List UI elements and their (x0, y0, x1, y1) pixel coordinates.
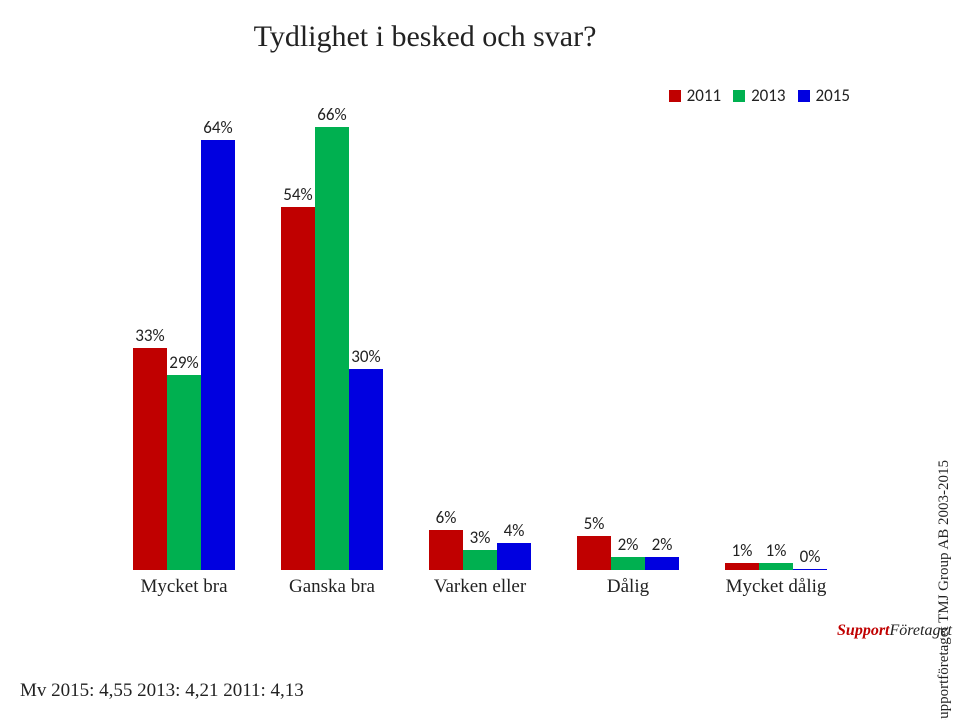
category-label-2: Varken eller (434, 576, 526, 598)
bar-2011-0: 33% (133, 348, 167, 570)
bar-2015-3: 2% (645, 557, 679, 570)
bar-2013-4: 1% (759, 563, 793, 570)
copyright-text: Copyright © Supportföretaget TMJ Group A… (936, 460, 953, 720)
category-label-4: Mycket dålig (726, 576, 827, 598)
bar-2013-0: 29% (167, 375, 201, 570)
bar-value-2015-0: 64% (203, 117, 232, 138)
category-label-3: Dålig (607, 576, 649, 598)
bar-2011-1: 54% (281, 207, 315, 570)
bar-2011-2: 6% (429, 530, 463, 570)
bar-2013-1: 66% (315, 127, 349, 570)
bar-value-2011-0: 33% (135, 325, 164, 346)
bar-value-2011-1: 54% (283, 184, 312, 205)
category-label-1: Ganska bra (289, 576, 375, 598)
bar-value-2013-2: 3% (470, 527, 491, 548)
bar-group-2: 6%3%4% (429, 530, 531, 570)
bar-2015-1: 30% (349, 369, 383, 570)
bar-value-2011-4: 1% (732, 540, 753, 561)
bar-group-3: 5%2%2% (577, 536, 679, 570)
brand-support: Support (837, 622, 889, 639)
bar-2013-2: 3% (463, 550, 497, 570)
brand-foretaget: Företaget (890, 622, 953, 639)
bar-2013-3: 2% (611, 557, 645, 570)
bar-value-2011-2: 6% (436, 507, 457, 528)
bar-value-2011-3: 5% (584, 513, 605, 534)
bar-value-2013-4: 1% (766, 540, 787, 561)
category-label-0: Mycket bra (140, 576, 227, 598)
bar-value-2013-1: 66% (317, 104, 346, 125)
chart-title: Tydlighet i besked och svar? (0, 20, 850, 54)
bar-2015-0: 64% (201, 140, 235, 570)
chart-area: 0%10%20%30%40%50%60%70%33%29%64%Mycket b… (60, 100, 850, 600)
bar-value-2013-0: 29% (169, 352, 198, 373)
plot: 0%10%20%30%40%50%60%70%33%29%64%Mycket b… (110, 100, 850, 570)
footer-text: Mv 2015: 4,55 2013: 4,21 2011: 4,13 (20, 680, 304, 702)
bar-group-4: 1%1%0% (725, 563, 827, 570)
bar-value-2013-3: 2% (618, 534, 639, 555)
bar-2015-2: 4% (497, 543, 531, 570)
bar-2015-4: 0% (793, 569, 827, 570)
bar-2011-4: 1% (725, 563, 759, 570)
bar-2011-3: 5% (577, 536, 611, 570)
bar-value-2015-4: 0% (800, 546, 821, 567)
brand-logo: SupportFöretaget (837, 622, 952, 640)
bar-value-2015-3: 2% (652, 534, 673, 555)
bar-group-0: 33%29%64% (133, 140, 235, 570)
bar-value-2015-1: 30% (351, 346, 380, 367)
bar-group-1: 54%66%30% (281, 127, 383, 570)
bar-value-2015-2: 4% (504, 520, 525, 541)
page: Tydlighet i besked och svar? 20112013201… (0, 0, 960, 720)
